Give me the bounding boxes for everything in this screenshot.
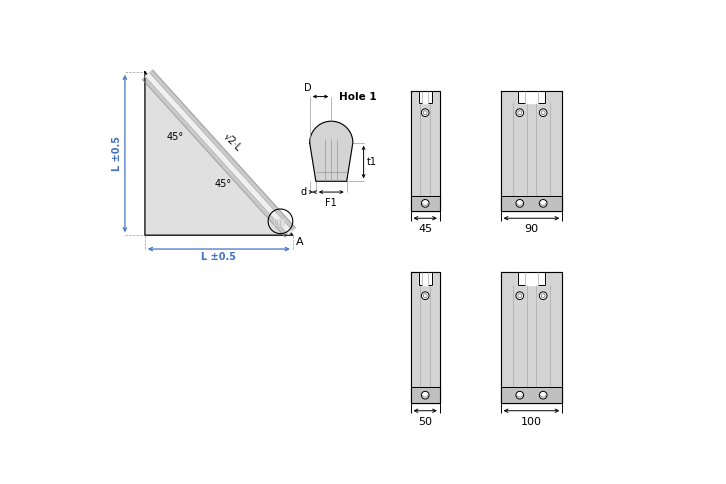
Polygon shape [411,272,440,403]
Polygon shape [145,72,293,235]
Text: 90: 90 [524,225,539,234]
Circle shape [423,111,427,115]
Circle shape [516,199,523,207]
Circle shape [421,109,429,117]
Text: 45°: 45° [166,133,184,142]
Circle shape [421,392,429,399]
Circle shape [423,294,427,298]
Circle shape [539,109,547,117]
Circle shape [421,292,429,300]
Polygon shape [142,70,295,237]
Circle shape [539,292,547,300]
Circle shape [518,294,522,298]
Text: 100: 100 [521,417,542,427]
Polygon shape [310,121,353,182]
Circle shape [516,292,523,300]
Polygon shape [501,196,562,211]
Circle shape [539,392,547,399]
Polygon shape [501,272,562,403]
Text: F1: F1 [325,198,337,208]
Text: 45°: 45° [214,179,232,189]
Text: 50: 50 [418,417,432,427]
Text: D: D [304,83,312,93]
Polygon shape [419,272,432,285]
Polygon shape [145,73,293,234]
Circle shape [421,199,429,207]
Text: L ±0.5: L ±0.5 [201,252,237,262]
Text: A: A [296,237,303,247]
Circle shape [539,199,547,207]
Text: d: d [301,187,306,197]
Text: √2·L: √2·L [221,131,244,153]
Polygon shape [411,91,440,211]
Polygon shape [518,91,545,103]
Polygon shape [501,91,562,211]
Polygon shape [518,272,545,285]
Text: 45: 45 [418,225,432,234]
Polygon shape [501,387,562,403]
Polygon shape [411,387,440,403]
Polygon shape [274,219,284,225]
Circle shape [516,109,523,117]
Text: Hole 1: Hole 1 [339,91,377,102]
Circle shape [516,392,523,399]
Circle shape [542,294,545,298]
Polygon shape [419,91,432,103]
Circle shape [518,111,522,115]
Polygon shape [411,196,440,211]
Circle shape [542,111,545,115]
Text: t1: t1 [367,157,377,167]
Text: L ±0.5: L ±0.5 [113,136,122,171]
